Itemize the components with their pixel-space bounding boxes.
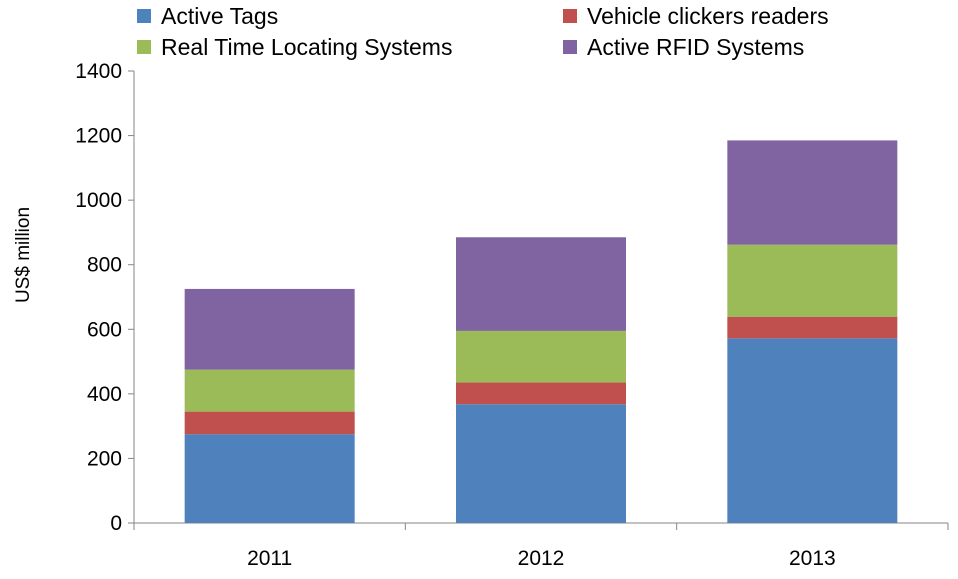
legend-swatch-active-tags <box>137 9 151 23</box>
x-tick-label: 2012 <box>518 547 565 570</box>
y-tick-label: 800 <box>87 254 122 277</box>
bar-segment-active-rfid-systems-2013 <box>727 140 898 245</box>
y-tick-label: 1400 <box>75 60 122 83</box>
bar-segment-real-time-locating-systems-2011 <box>184 369 355 412</box>
y-tick-label: 0 <box>110 512 122 535</box>
y-tick-label: 1200 <box>75 125 122 148</box>
legend-label-vehicle-clickers-readers: Vehicle clickers readers <box>587 2 829 29</box>
legend-label-active-rfid-systems: Active RFID Systems <box>587 33 805 60</box>
y-tick-label: 400 <box>87 383 122 406</box>
bar-segment-active-tags-2012 <box>456 404 626 523</box>
legend-item-active-rfid-systems: Active RFID Systems <box>563 33 804 61</box>
legend-item-real-time-locating-systems: Real Time Locating Systems <box>137 33 452 61</box>
bar-segment-active-tags-2011 <box>184 434 355 523</box>
legend-item-vehicle-clickers-readers: Vehicle clickers readers <box>563 2 829 30</box>
bar-segment-vehicle-clickers-readers-2012 <box>456 382 626 405</box>
legend-swatch-real-time-locating-systems <box>137 40 151 54</box>
bar-segment-real-time-locating-systems-2013 <box>727 244 898 317</box>
y-tick-label: 600 <box>87 318 122 341</box>
legend-item-active-tags: Active Tags <box>137 2 278 30</box>
chart-legend: Active Tags Vehicle clickers readers Rea… <box>0 0 958 64</box>
bar-segment-active-rfid-systems-2011 <box>184 288 355 370</box>
bar-segment-active-tags-2013 <box>727 338 898 523</box>
bar-segment-real-time-locating-systems-2012 <box>456 330 626 383</box>
y-tick-label: 200 <box>87 447 122 470</box>
y-tick-label: 1000 <box>75 189 122 212</box>
x-tick-label: 2013 <box>789 547 836 570</box>
bar-segment-vehicle-clickers-readers-2013 <box>727 316 898 339</box>
legend-swatch-vehicle-clickers-readers <box>563 9 577 23</box>
legend-label-real-time-locating-systems: Real Time Locating Systems <box>161 33 453 60</box>
x-tick-label: 2011 <box>247 547 292 570</box>
bar-segment-vehicle-clickers-readers-2011 <box>184 411 355 435</box>
bar-segment-active-rfid-systems-2012 <box>456 237 626 331</box>
legend-swatch-active-rfid-systems <box>563 40 577 54</box>
legend-label-active-tags: Active Tags <box>161 2 279 29</box>
